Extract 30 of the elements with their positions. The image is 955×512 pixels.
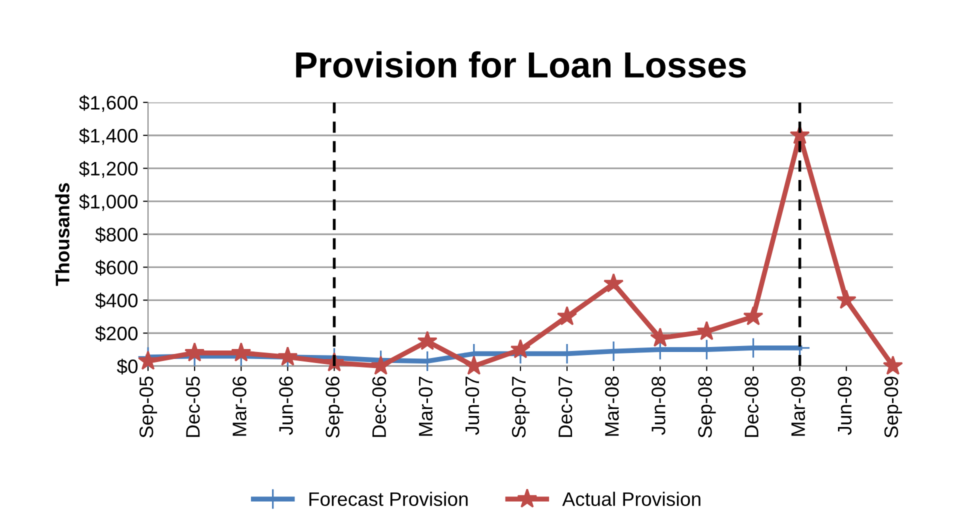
x-tick-label: Dec-06 bbox=[372, 376, 386, 437]
x-tick-label: Dec-05 bbox=[186, 376, 200, 437]
y-tick-label: $400 bbox=[95, 292, 138, 309]
x-tick-label: Jun-09 bbox=[838, 376, 852, 435]
x-tick-label: Sep-07 bbox=[512, 376, 530, 438]
x-tick-label: Jun-08 bbox=[652, 376, 666, 435]
y-tick-label: $200 bbox=[95, 326, 138, 342]
y-tick-label: $1,200 bbox=[79, 160, 138, 178]
y-tick-label: $1,600 bbox=[79, 95, 138, 112]
x-tick-label: Mar-08 bbox=[605, 376, 619, 436]
y-tick-label: $0 bbox=[116, 358, 138, 374]
legend-label: Actual Provision bbox=[562, 492, 700, 506]
y-axis-title: Thousands bbox=[55, 183, 70, 286]
legend-label: Forecast Provision bbox=[309, 492, 468, 506]
x-tick-label: Sep-06 bbox=[326, 376, 344, 438]
y-tick-label: $1,400 bbox=[79, 128, 138, 145]
x-tick-label: Sep-09 bbox=[884, 376, 902, 438]
x-tick-label: Mar-06 bbox=[232, 376, 246, 436]
x-tick-label: Sep-05 bbox=[139, 376, 158, 438]
x-tick-label: Dec-08 bbox=[744, 376, 758, 437]
x-tick-label: Mar-07 bbox=[418, 376, 433, 436]
y-tick-label: $600 bbox=[95, 260, 138, 276]
x-tick-label: Jun-07 bbox=[465, 376, 480, 435]
y-tick-label: $1,000 bbox=[79, 194, 138, 211]
x-tick-label: Sep-08 bbox=[698, 376, 716, 438]
x-tick-label: Jun-06 bbox=[279, 376, 293, 435]
x-tick-label: Dec-07 bbox=[558, 376, 572, 437]
x-tick-label: Mar-09 bbox=[791, 376, 806, 436]
y-tick-label: $800 bbox=[95, 226, 138, 243]
chart-title: Provision for Loan Losses bbox=[296, 51, 746, 78]
